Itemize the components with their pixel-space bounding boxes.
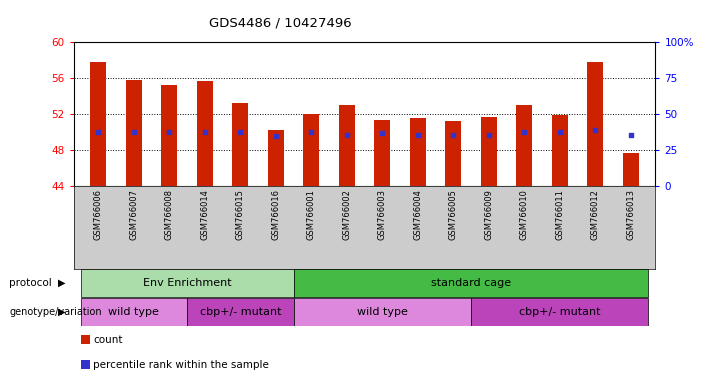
Text: ▶: ▶ xyxy=(57,307,65,317)
Text: cbp+/- mutant: cbp+/- mutant xyxy=(200,307,281,317)
Text: GSM766014: GSM766014 xyxy=(200,189,210,240)
Text: GSM766004: GSM766004 xyxy=(413,189,422,240)
Text: GSM766016: GSM766016 xyxy=(271,189,280,240)
Text: GSM766010: GSM766010 xyxy=(519,189,529,240)
Text: wild type: wild type xyxy=(357,307,408,317)
Text: wild type: wild type xyxy=(109,307,159,317)
Bar xyxy=(339,105,355,186)
Text: Env Enrichment: Env Enrichment xyxy=(143,278,231,288)
Text: GSM766009: GSM766009 xyxy=(484,189,494,240)
Point xyxy=(270,133,281,139)
Point xyxy=(199,129,210,135)
Text: GDS4486 / 10427496: GDS4486 / 10427496 xyxy=(209,17,352,30)
Bar xyxy=(622,153,639,186)
Text: GSM766007: GSM766007 xyxy=(130,189,138,240)
Bar xyxy=(516,105,532,186)
Point xyxy=(625,132,637,138)
Bar xyxy=(81,298,187,326)
Text: GSM766002: GSM766002 xyxy=(342,189,351,240)
Text: GSM766011: GSM766011 xyxy=(555,189,564,240)
Text: GSM766006: GSM766006 xyxy=(94,189,103,240)
Text: GSM766013: GSM766013 xyxy=(626,189,635,240)
Point xyxy=(590,126,601,132)
Point xyxy=(128,129,139,135)
Text: count: count xyxy=(93,335,123,345)
Point xyxy=(483,132,494,138)
Point xyxy=(376,130,388,136)
Bar xyxy=(90,62,107,186)
Bar xyxy=(81,270,294,297)
Text: ▶: ▶ xyxy=(57,278,65,288)
Point xyxy=(93,129,104,135)
Point xyxy=(448,132,459,138)
Bar xyxy=(187,298,294,326)
Bar xyxy=(161,86,177,186)
Bar xyxy=(471,298,648,326)
Point xyxy=(519,129,530,135)
Text: genotype/variation: genotype/variation xyxy=(9,307,102,317)
Text: GSM766005: GSM766005 xyxy=(449,189,458,240)
Bar xyxy=(294,298,471,326)
Text: GSM766003: GSM766003 xyxy=(378,189,387,240)
Point xyxy=(306,129,317,135)
Bar xyxy=(126,80,142,186)
Text: GSM766001: GSM766001 xyxy=(307,189,316,240)
Bar xyxy=(232,103,248,186)
Point xyxy=(164,129,175,135)
Bar xyxy=(374,120,390,186)
Bar xyxy=(410,118,426,186)
Bar xyxy=(268,131,284,186)
Text: protocol: protocol xyxy=(9,278,52,288)
Bar xyxy=(552,115,568,186)
Text: percentile rank within the sample: percentile rank within the sample xyxy=(93,360,269,370)
Point xyxy=(554,129,565,135)
Point xyxy=(235,129,246,135)
Text: GSM766008: GSM766008 xyxy=(165,189,174,240)
Text: standard cage: standard cage xyxy=(431,278,511,288)
Text: GSM766015: GSM766015 xyxy=(236,189,245,240)
Point xyxy=(412,132,423,138)
Text: cbp+/- mutant: cbp+/- mutant xyxy=(519,307,600,317)
Bar xyxy=(445,121,461,186)
Point xyxy=(341,132,353,138)
Bar xyxy=(304,114,319,186)
Bar xyxy=(294,270,648,297)
Text: GSM766012: GSM766012 xyxy=(591,189,599,240)
Bar xyxy=(481,117,497,186)
Bar xyxy=(197,81,213,186)
Bar xyxy=(587,62,603,186)
